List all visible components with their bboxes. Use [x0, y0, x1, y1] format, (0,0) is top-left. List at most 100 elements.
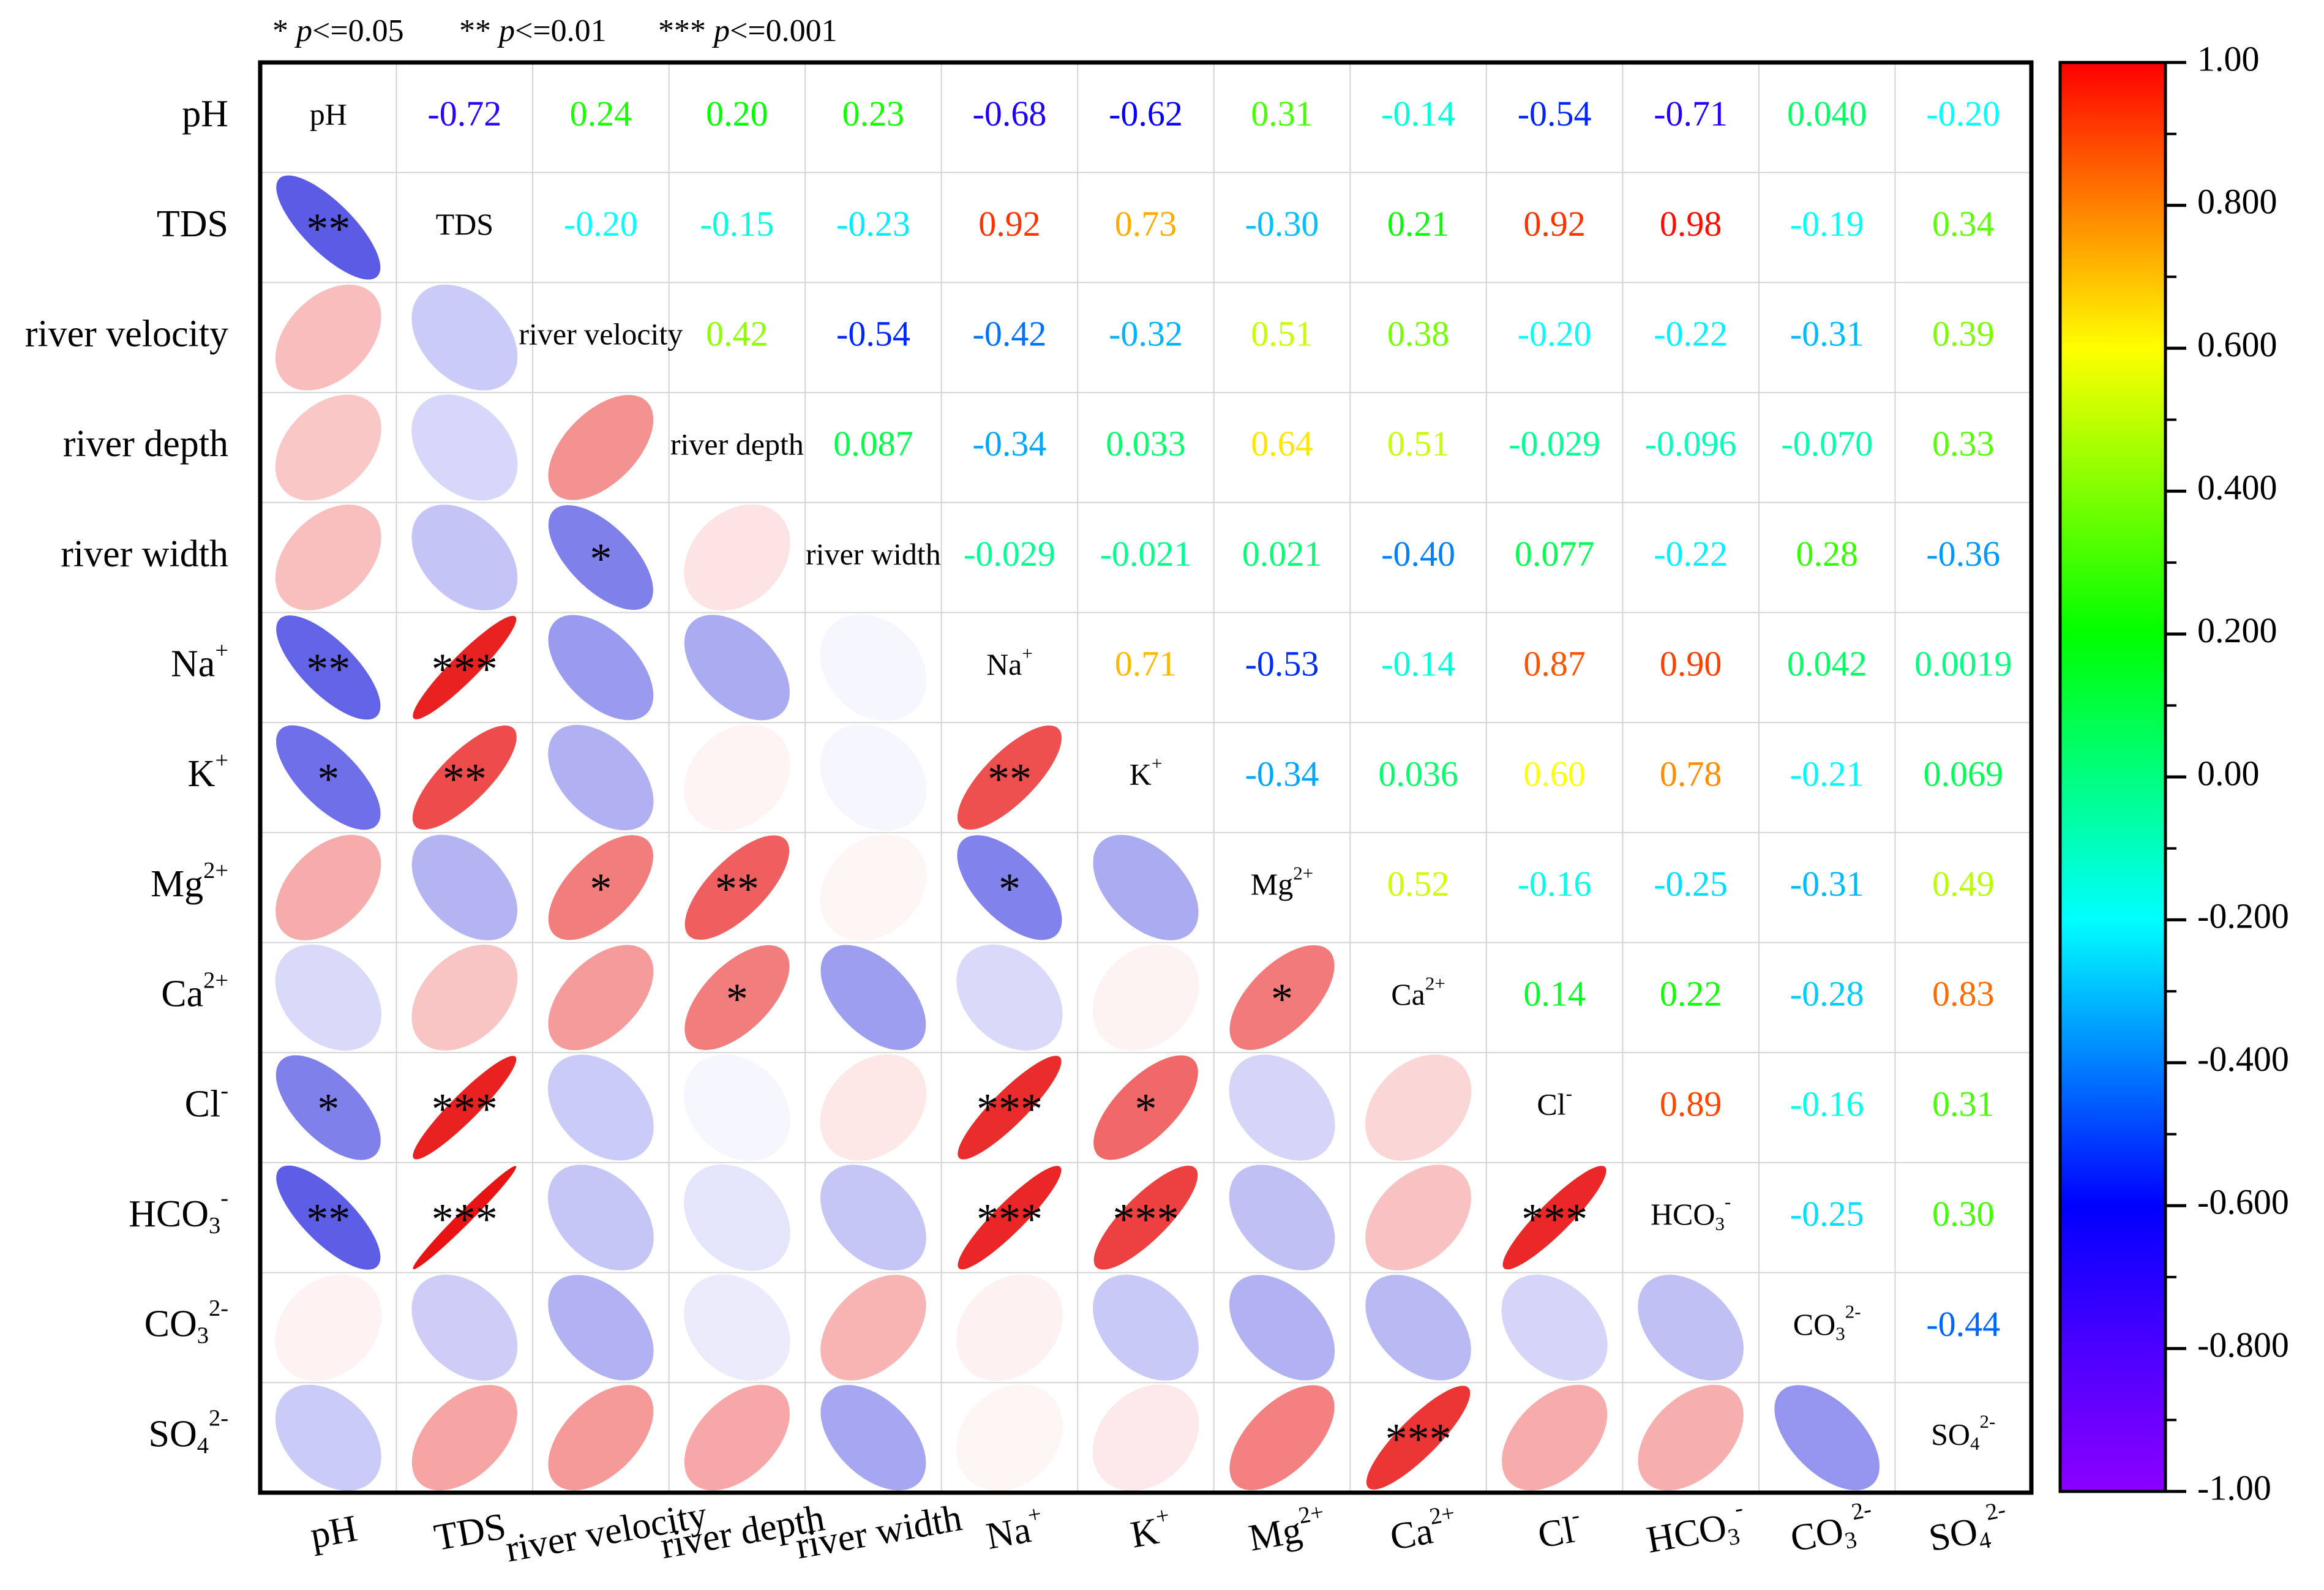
- correlation-ellipse: [276, 175, 381, 280]
- correlation-ellipse: [820, 614, 927, 721]
- correlation-value: 0.033: [1106, 424, 1186, 463]
- significance-stars: ***: [1385, 1415, 1452, 1464]
- correlation-ellipse: [275, 394, 381, 501]
- correlation-ellipse: [958, 1056, 1062, 1160]
- row-label: TDS: [157, 203, 228, 245]
- correlation-ellipse: [548, 1385, 654, 1491]
- correlation-value: -0.20: [564, 204, 638, 244]
- colorbar-tick-label: -0.200: [2197, 896, 2289, 936]
- correlation-value: -0.31: [1790, 314, 1864, 354]
- matrix-frame: [258, 60, 2034, 1495]
- correlation-ellipse: [684, 1385, 790, 1491]
- correlation-ellipse: [276, 1165, 381, 1270]
- significance-stars: *: [1271, 975, 1293, 1024]
- correlation-value: -0.44: [1926, 1304, 2000, 1344]
- correlation-value: 0.83: [1932, 974, 1995, 1014]
- column-label: CO32-: [1786, 1496, 1878, 1563]
- correlation-value: -0.19: [1790, 204, 1864, 244]
- correlation-ellipse: [957, 725, 1062, 830]
- column-label: SO42-: [1924, 1497, 2012, 1563]
- correlation-ellipse: [684, 615, 790, 721]
- correlation-ellipse: [276, 615, 381, 720]
- correlation-ellipse: [276, 1055, 381, 1160]
- correlation-value: -0.62: [1109, 94, 1183, 133]
- correlation-ellipse: [820, 1275, 926, 1381]
- matrix-grid: [260, 62, 2031, 1493]
- correlation-value: 0.021: [1242, 534, 1322, 574]
- correlation-value: -0.25: [1790, 1194, 1864, 1234]
- correlation-value: -0.22: [1654, 314, 1728, 354]
- correlation-value: -0.34: [1245, 754, 1319, 793]
- row-label: Cl-: [185, 1078, 228, 1125]
- correlation-value: 0.34: [1932, 204, 1995, 244]
- correlation-ellipse: [684, 724, 790, 831]
- column-label: TDS: [431, 1506, 509, 1559]
- correlation-ellipse: [276, 834, 381, 940]
- correlation-value: -0.40: [1381, 534, 1455, 574]
- colorbar-tick-label: 0.600: [2197, 324, 2277, 364]
- diagonal-label: river velocity: [519, 317, 683, 351]
- correlation-value: 0.51: [1251, 314, 1313, 354]
- correlation-ellipse: [548, 1275, 654, 1381]
- correlation-ellipse: [684, 504, 790, 611]
- significance-legend: * p<=0.05 ** p<=0.01 *** p<=0.001: [272, 13, 838, 48]
- correlation-ellipse: [1365, 1275, 1471, 1381]
- correlation-value: 0.60: [1523, 754, 1586, 793]
- colorbar-tick-label: 1.00: [2197, 39, 2260, 78]
- correlation-ellipse: [411, 834, 517, 940]
- correlation-ellipse: [1638, 1384, 1744, 1491]
- significance-stars: ***: [432, 1085, 498, 1134]
- correlation-value: -0.21: [1790, 754, 1864, 793]
- correlation-value: -0.68: [973, 94, 1047, 133]
- correlation-ellipse: [820, 1164, 926, 1271]
- correlation-ellipse: [1229, 1275, 1335, 1381]
- correlation-value: -0.25: [1654, 864, 1728, 904]
- correlation-ellipse: [411, 284, 518, 391]
- colorbar-ticks: 1.00 0.800 0.600 0.400 0.200 0.00 -0.200 -0.400…: [2165, 39, 2289, 1507]
- correlation-value: 0.087: [833, 424, 913, 463]
- correlation-value: 0.077: [1515, 534, 1595, 574]
- significance-stars: ***: [976, 1085, 1043, 1134]
- column-label: Na+: [982, 1501, 1047, 1558]
- significance-stars: **: [715, 864, 759, 913]
- significance-stars: ***: [432, 645, 498, 694]
- significance-stars: *: [999, 864, 1021, 913]
- correlation-ellipse: [1093, 1055, 1198, 1160]
- diagonal-label: Cl-: [1537, 1082, 1572, 1121]
- correlation-value: -0.070: [1781, 424, 1873, 463]
- correlation-ellipse: [1501, 1274, 1608, 1381]
- correlation-value: 0.92: [978, 204, 1041, 244]
- correlation-ellipse: [275, 944, 381, 1051]
- row-label: river depth: [63, 423, 228, 465]
- diagonal-label: pH: [310, 97, 347, 131]
- correlation-value: -0.14: [1381, 94, 1455, 133]
- significance-stars: **: [988, 755, 1032, 804]
- correlation-value: 0.040: [1787, 94, 1867, 133]
- correlation-ellipse: [1502, 1166, 1606, 1270]
- correlation-ellipse: [411, 1385, 517, 1491]
- row-label: Ca2+: [161, 967, 228, 1014]
- correlation-value: 0.31: [1251, 94, 1313, 133]
- correlation-value: 0.64: [1251, 424, 1313, 463]
- correlation-ellipse: [548, 395, 654, 500]
- correlation-ellipse: [1366, 1386, 1471, 1490]
- correlation-value: -0.096: [1645, 424, 1737, 463]
- correlation-value: -0.029: [1509, 424, 1600, 463]
- column-label: pH: [307, 1507, 360, 1556]
- correlation-value: 0.23: [842, 94, 905, 133]
- correlation-value: -0.54: [836, 314, 910, 354]
- correlation-value: -0.22: [1654, 534, 1728, 574]
- correlation-ellipse: [820, 945, 926, 1051]
- correlation-ellipse: [1093, 834, 1199, 940]
- correlation-value: -0.53: [1245, 644, 1319, 684]
- row-label: K+: [188, 748, 228, 795]
- significance-stars: **: [306, 645, 350, 694]
- correlation-ellipse: [820, 1385, 926, 1491]
- diagonal-label: Ca2+: [1391, 972, 1445, 1011]
- correlation-value: -0.28: [1790, 974, 1864, 1014]
- correlation-ellipse: [548, 505, 653, 610]
- row-label: SO42-: [149, 1405, 229, 1458]
- correlation-value: 0.31: [1932, 1084, 1995, 1123]
- correlation-ellipse: [683, 1054, 790, 1161]
